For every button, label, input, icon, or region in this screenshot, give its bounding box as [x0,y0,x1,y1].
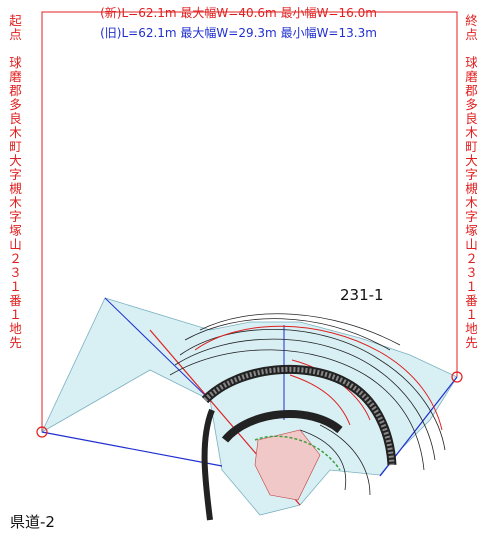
survey-area [41,297,458,516]
green-line [254,435,341,471]
end-point [451,371,463,383]
road [221,410,343,443]
road-hatch [203,366,395,466]
start-point [36,426,48,438]
contours [169,313,446,496]
road [201,408,215,521]
old-spec: (旧)L=62.1m 最大幅W=29.3m 最小幅W=13.3m [100,26,377,40]
blue-line [41,431,223,467]
boundary-frame [41,11,458,432]
cut-area [254,429,321,501]
end-label: 終点 球磨郡多良木町大字槻木字塚山２３１番１地先 [463,14,477,350]
new-spec: (新)L=62.1m 最大幅W=40.6m 最小幅W=16.0m [100,6,377,20]
start-label: 起点 球磨郡多良木町大字槻木字塚山２３１番１地先 [7,14,22,350]
blue-line [104,297,213,403]
parcel-label: 231-1 [340,286,384,304]
road-label: 県道-2 [10,513,55,531]
